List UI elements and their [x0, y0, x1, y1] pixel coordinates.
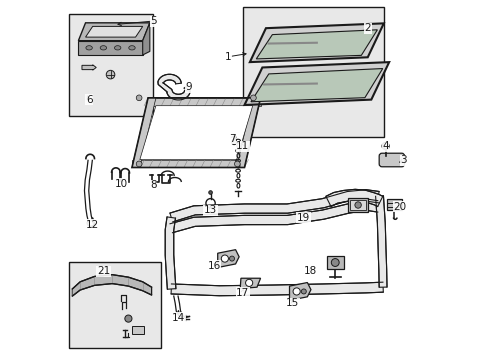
Polygon shape	[78, 23, 149, 41]
Circle shape	[124, 315, 132, 322]
Polygon shape	[169, 190, 378, 222]
Text: 6: 6	[85, 95, 92, 105]
Circle shape	[245, 279, 252, 287]
Polygon shape	[240, 278, 260, 289]
Text: 7: 7	[228, 134, 235, 144]
Bar	[242, 7, 383, 137]
Text: 18: 18	[304, 266, 317, 276]
Polygon shape	[325, 189, 382, 207]
Polygon shape	[85, 26, 142, 37]
Text: 5: 5	[150, 16, 156, 26]
Text: 11: 11	[236, 141, 249, 151]
Polygon shape	[289, 283, 310, 300]
FancyBboxPatch shape	[378, 153, 404, 167]
Polygon shape	[250, 68, 382, 102]
Text: 14: 14	[171, 312, 184, 323]
Bar	[326, 256, 343, 269]
Text: 9: 9	[185, 82, 192, 92]
Text: 21: 21	[97, 266, 110, 276]
Text: 20: 20	[392, 202, 406, 212]
Circle shape	[221, 255, 228, 262]
Polygon shape	[236, 98, 260, 167]
Text: 13: 13	[203, 205, 217, 215]
Text: 8: 8	[150, 180, 156, 190]
Ellipse shape	[114, 46, 121, 50]
Circle shape	[301, 289, 305, 294]
Circle shape	[381, 143, 388, 150]
Text: 4: 4	[382, 141, 388, 151]
Bar	[69, 262, 160, 348]
Circle shape	[250, 95, 256, 101]
Polygon shape	[217, 249, 239, 267]
Circle shape	[106, 70, 115, 79]
Circle shape	[231, 140, 236, 145]
Polygon shape	[244, 62, 388, 105]
Bar	[349, 200, 365, 210]
Text: 3: 3	[399, 156, 406, 165]
Polygon shape	[158, 74, 190, 100]
Circle shape	[208, 191, 212, 194]
Polygon shape	[132, 98, 156, 167]
Bar	[132, 327, 144, 334]
Polygon shape	[249, 23, 383, 62]
Polygon shape	[256, 30, 377, 59]
Polygon shape	[165, 217, 176, 289]
Text: 1: 1	[224, 52, 231, 62]
Ellipse shape	[100, 46, 106, 50]
Bar	[386, 199, 401, 210]
Polygon shape	[148, 98, 260, 106]
Polygon shape	[171, 282, 383, 296]
Circle shape	[234, 161, 240, 167]
Circle shape	[136, 161, 142, 167]
Polygon shape	[142, 23, 149, 55]
Circle shape	[292, 288, 300, 295]
Circle shape	[229, 256, 234, 261]
Bar	[69, 14, 153, 116]
Polygon shape	[78, 41, 142, 55]
Text: 15: 15	[285, 298, 299, 308]
Ellipse shape	[86, 46, 92, 50]
Polygon shape	[72, 275, 151, 296]
Text: 16: 16	[207, 261, 220, 271]
Polygon shape	[140, 106, 252, 159]
Polygon shape	[375, 196, 386, 287]
Circle shape	[136, 95, 142, 101]
Circle shape	[331, 258, 339, 266]
Bar	[347, 198, 367, 212]
Polygon shape	[170, 201, 378, 233]
Text: 10: 10	[115, 179, 127, 189]
Text: 2: 2	[364, 23, 370, 33]
Text: 19: 19	[296, 212, 309, 222]
FancyArrow shape	[82, 65, 96, 70]
Ellipse shape	[128, 46, 135, 50]
Polygon shape	[132, 159, 244, 167]
Text: 12: 12	[86, 220, 99, 230]
Circle shape	[354, 202, 361, 208]
Text: 17: 17	[236, 288, 249, 297]
